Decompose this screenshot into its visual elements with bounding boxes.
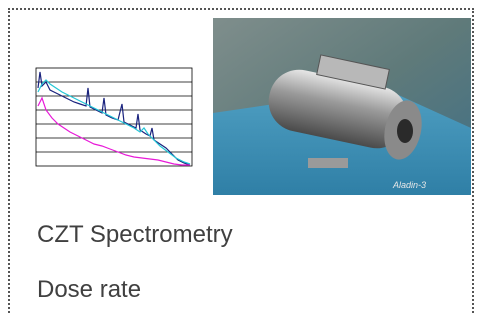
list-item: CZT Spectrometry — [37, 221, 233, 249]
list-item: Dose rate — [37, 276, 141, 304]
detector-photo: Aladin-3 — [213, 18, 471, 195]
photo-caption: Aladin-3 — [392, 180, 426, 190]
page: Aladin-3 CZT Spectrometry Dose rate (() … — [0, 0, 485, 314]
spectrum-thumbnail — [22, 58, 200, 182]
